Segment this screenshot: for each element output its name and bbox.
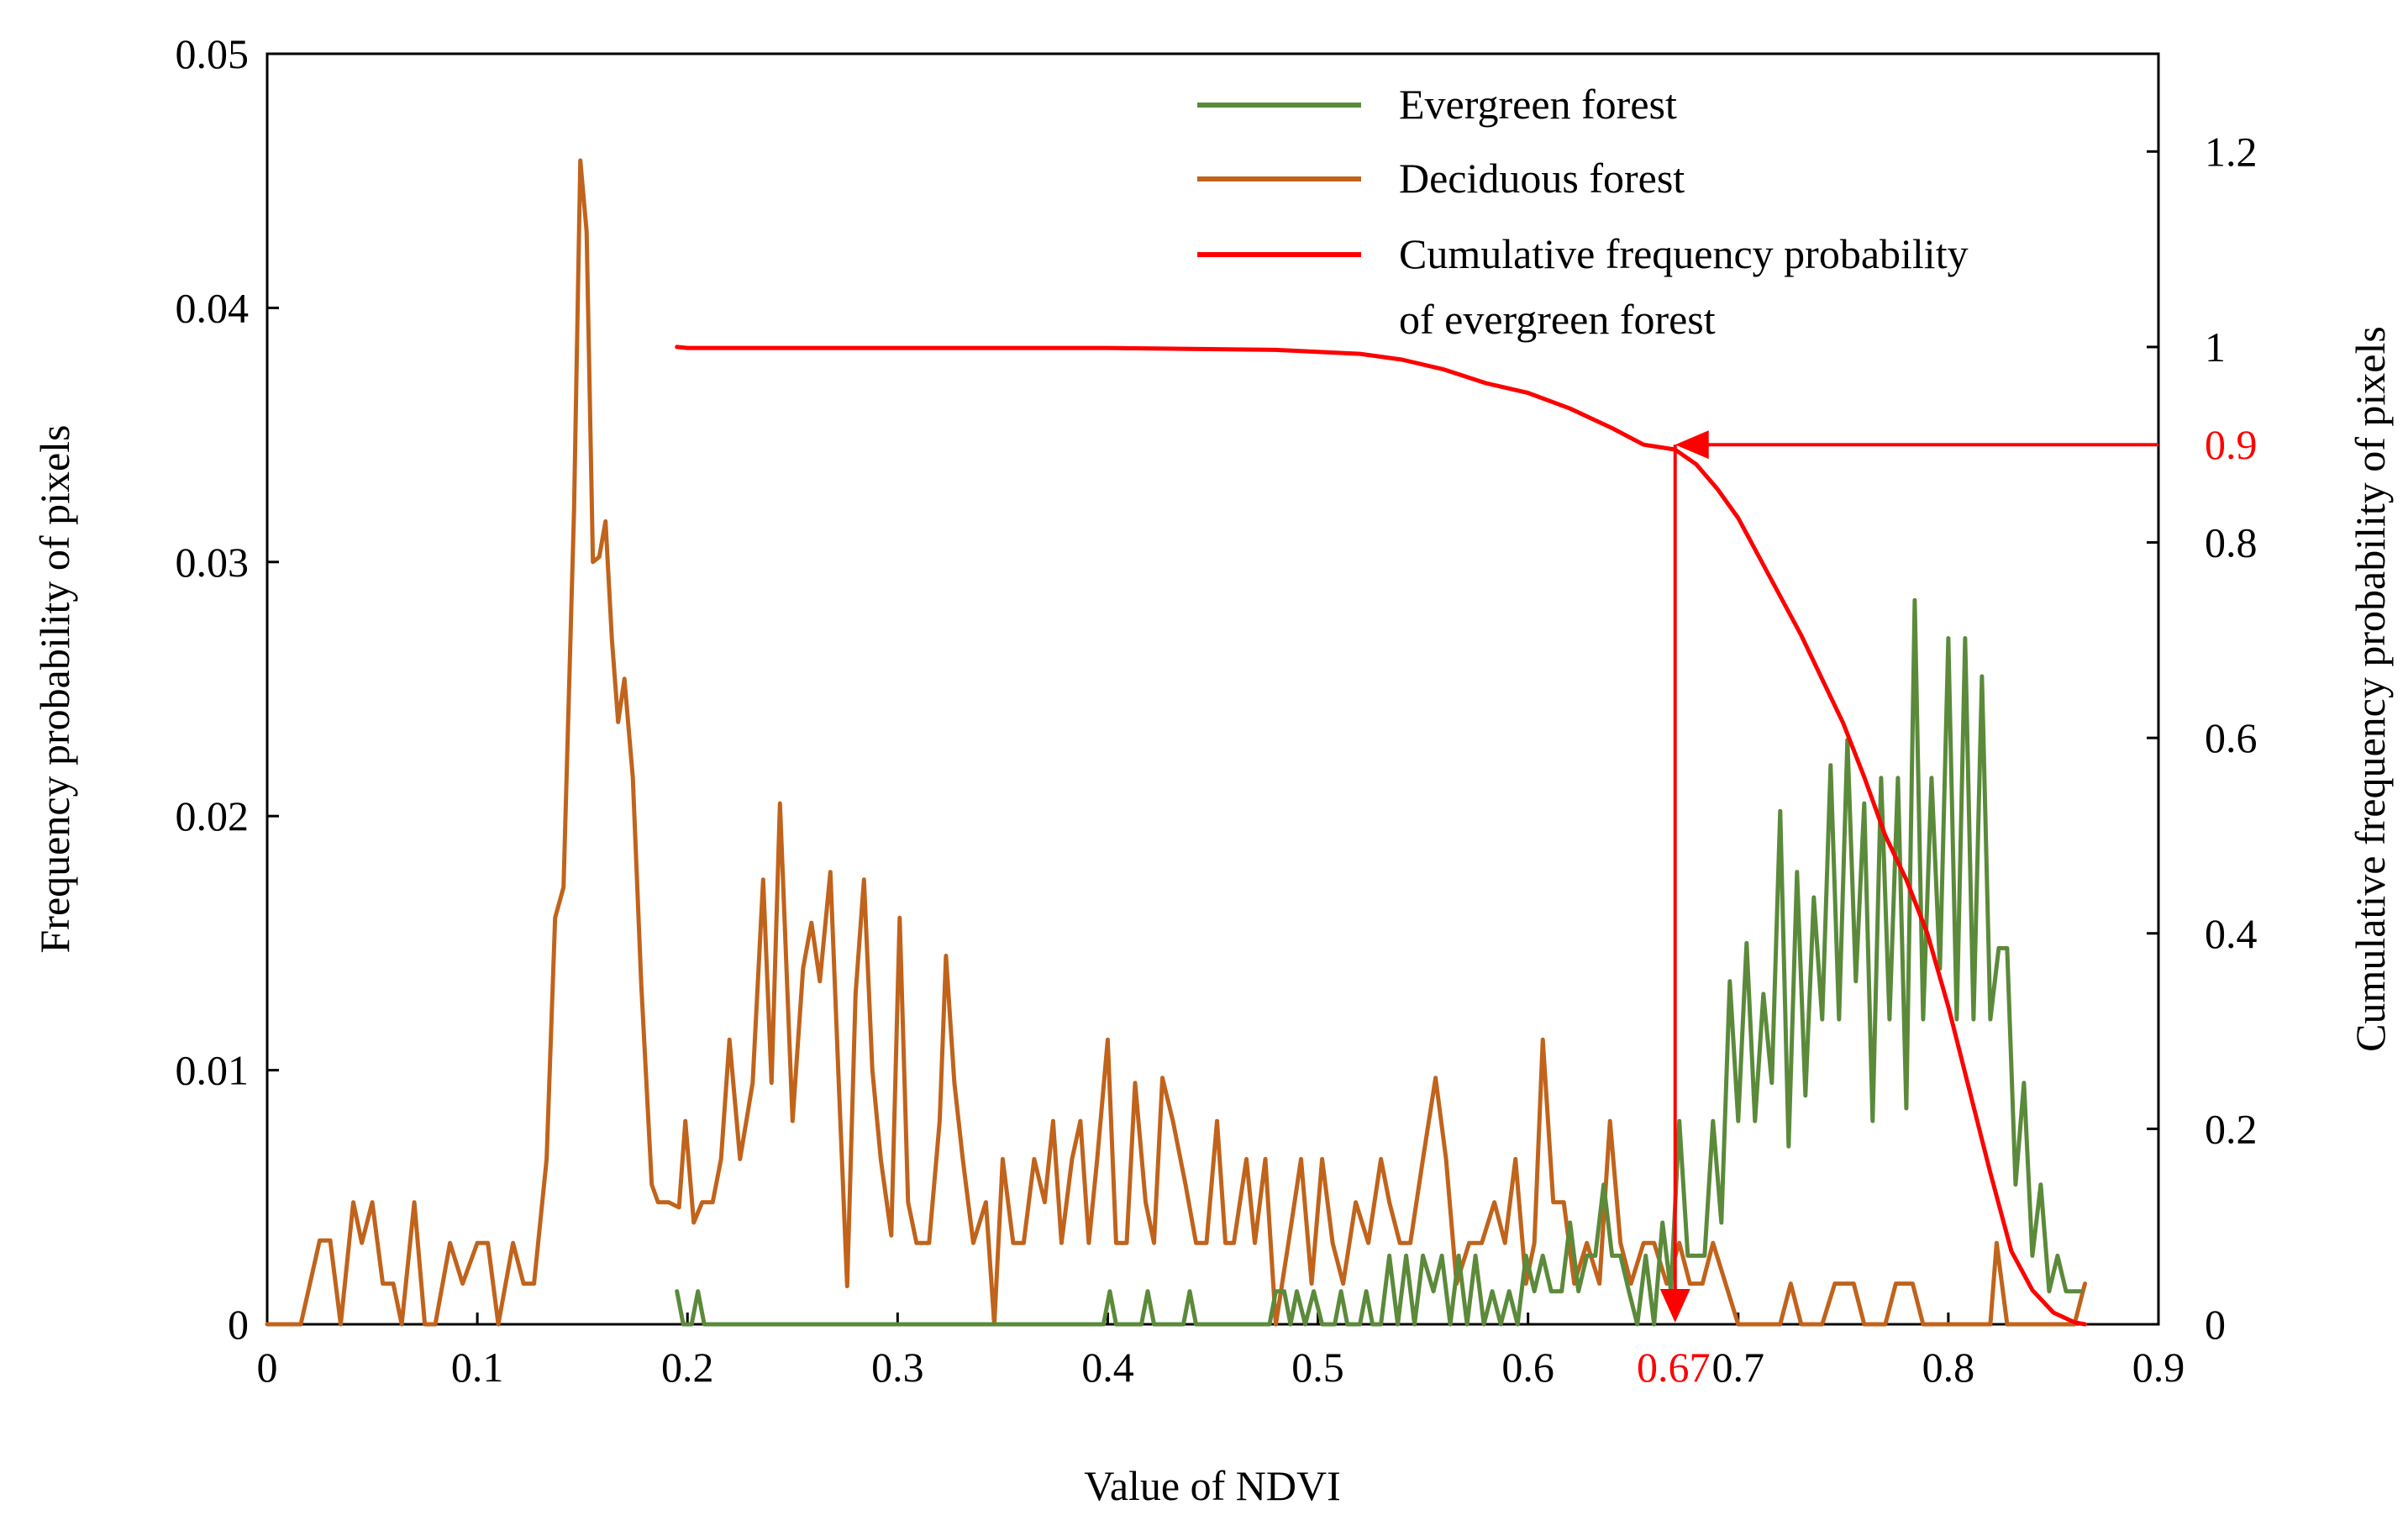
left-y-tick-label: 0.05 — [176, 30, 250, 77]
x-tick-label: 0.7 — [1712, 1344, 1765, 1391]
right-y-tick-label: 0.2 — [2205, 1105, 2258, 1152]
left-y-tick-label: 0 — [228, 1301, 249, 1348]
x-axis-ticks: 0 0.1 0.2 0.3 0.4 0.5 0.6 0.7 0.8 0.9 — [257, 1313, 2185, 1391]
right-y-axis-title: Cumulative frequency probability of pixe… — [2347, 326, 2394, 1052]
x-tick-label: 0.8 — [1922, 1344, 1975, 1391]
right-y-tick-label: 0.6 — [2205, 714, 2258, 761]
deciduous-forest-line — [265, 158, 2087, 1327]
left-y-axis-ticks: 0 0.01 0.02 0.03 0.04 0.05 — [176, 30, 279, 1348]
x-tick-label: 0.6 — [1501, 1344, 1554, 1391]
legend-label: Evergreen forest — [1399, 81, 1677, 128]
right-y-tick-label: 0.8 — [2205, 519, 2258, 566]
evergreen-forest-line — [675, 597, 2083, 1327]
right-y-tick-label: 1 — [2205, 324, 2226, 371]
x-tick-label: 0.9 — [2132, 1344, 2185, 1391]
x-tick-label: 0.5 — [1291, 1344, 1344, 1391]
left-y-axis-title: Frequency probability of pixels — [31, 424, 78, 953]
legend: Evergreen forest Deciduous forest Cumulati… — [1197, 81, 1969, 343]
x-tick-label: 0.4 — [1081, 1344, 1134, 1391]
threshold-y-label: 0.9 — [2205, 421, 2258, 468]
threshold-arrowhead-left — [1675, 430, 1709, 460]
threshold-annotation: 0.9 0.67 — [1637, 421, 2258, 1391]
legend-label: Cumulative frequency probability — [1399, 230, 1969, 277]
series-layer — [265, 158, 2087, 1327]
threshold-x-label: 0.67 — [1637, 1344, 1711, 1391]
left-y-tick-label: 0.02 — [176, 792, 250, 839]
legend-label-continued: of evergreen forest — [1399, 296, 1716, 343]
left-y-tick-label: 0.03 — [176, 539, 250, 586]
cumulative-frequency-probability-of-evergreen-forest-line — [675, 345, 2087, 1327]
left-y-tick-label: 0.04 — [176, 284, 250, 331]
right-y-tick-label: 0.4 — [2205, 910, 2258, 957]
right-y-axis-ticks: 0 0.2 0.4 0.6 0.8 1 1.2 — [2147, 128, 2258, 1348]
x-tick-label: 0.2 — [661, 1344, 714, 1391]
left-y-tick-label: 0.01 — [176, 1047, 250, 1094]
threshold-arrowhead-down — [1659, 1289, 1690, 1323]
right-y-tick-label: 0 — [2205, 1301, 2226, 1348]
x-axis-title: Value of NDVI — [1084, 1462, 1340, 1509]
right-y-tick-label: 1.2 — [2205, 128, 2258, 175]
x-tick-label: 0 — [257, 1344, 278, 1391]
x-tick-label: 0.3 — [871, 1344, 924, 1391]
x-tick-label: 0.1 — [451, 1344, 504, 1391]
legend-label: Deciduous forest — [1399, 155, 1685, 202]
